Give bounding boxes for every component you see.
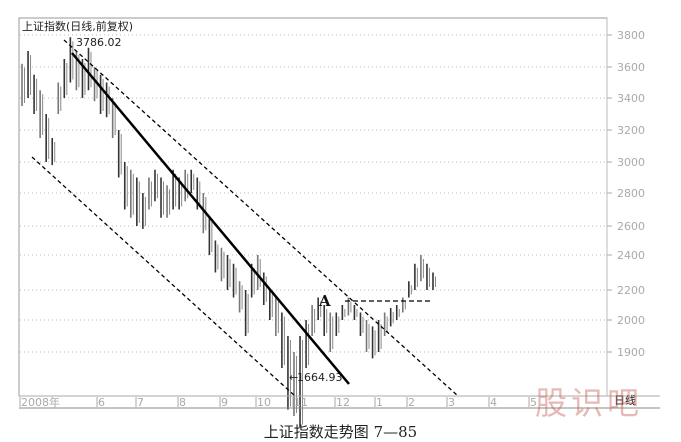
chart-title: 上证指数(日线,前复权) [22, 19, 133, 33]
upper-channel-line [63, 39, 459, 397]
x-tick-label: 11 [294, 396, 308, 409]
high-label: 3786.02 [76, 36, 122, 49]
x-tick-label: 3 [448, 396, 455, 409]
y-tick-label: 3600 [617, 61, 645, 74]
x-tick-label: 10 [257, 396, 271, 409]
x-tick-label: 1 [376, 396, 383, 409]
x-tick-label: 5 [530, 396, 537, 409]
x-tick-label: 2008年 [21, 395, 60, 409]
y-tick-label: 2600 [617, 220, 645, 233]
y-tick-label: 3000 [617, 156, 645, 169]
lower-channel-line [31, 156, 296, 397]
y-tick-label: 1900 [617, 346, 645, 359]
x-tick-label: 6 [98, 396, 105, 409]
x-tick-label: 12 [336, 396, 350, 409]
low-label: 1664.93 [297, 371, 343, 384]
y-tick-label: 2200 [617, 284, 645, 297]
x-tick-label: 4 [490, 396, 497, 409]
x-tick-label: 8 [179, 396, 186, 409]
y-tick-label: 3800 [617, 29, 645, 42]
y-tick-label: 2400 [617, 249, 645, 262]
y-tick-label: 2000 [617, 314, 645, 327]
x-tick-label: 2 [408, 396, 415, 409]
y-tick-label: 3400 [617, 92, 645, 105]
x-tick-label: 7 [137, 396, 144, 409]
y-tick-label: 3200 [617, 124, 645, 137]
figure-caption: 上证指数走势图 7—85 [263, 423, 418, 441]
x-tick-label: 9 [221, 396, 228, 409]
y-tick-label: 2800 [617, 187, 645, 200]
period-label[interactable]: 日线 [614, 393, 636, 407]
point-a-label: A [318, 292, 331, 310]
plot-frame [18, 17, 608, 397]
trend-line [71, 52, 350, 385]
watermark: 股识吧 [535, 384, 644, 422]
low-arrow: ← [289, 371, 298, 384]
